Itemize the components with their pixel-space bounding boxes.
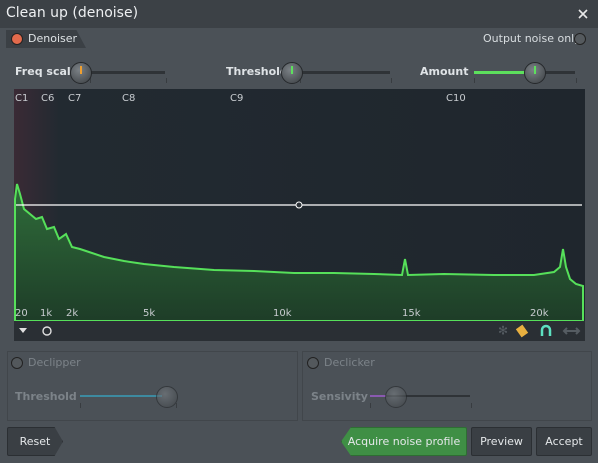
note-label: C8 bbox=[122, 93, 135, 104]
knob-label: Sensivity bbox=[311, 390, 368, 403]
declicker-knob[interactable] bbox=[385, 386, 407, 408]
acquire-noise-button[interactable]: Acquire noise profile bbox=[341, 427, 467, 456]
close-button[interactable] bbox=[578, 9, 588, 19]
spectrum-view[interactable]: ✻ C1 C6 C7 C8 C9 C10 20 1k 2k 5k 10k 15k 20k bbox=[14, 89, 585, 341]
denoiser-toggle[interactable] bbox=[11, 33, 23, 45]
noise-spectrum bbox=[14, 183, 584, 322]
slider-track bbox=[90, 71, 165, 74]
note-label: C6 bbox=[41, 93, 54, 104]
denoiser-tab bbox=[6, 30, 86, 48]
freq-label: 5k bbox=[143, 308, 155, 319]
freeze-icon[interactable]: ✻ bbox=[498, 324, 508, 338]
title-bar: Clean up (denoise) bbox=[0, 0, 598, 28]
knob-label: Amount bbox=[420, 65, 469, 78]
freq-label: 20 bbox=[15, 308, 28, 319]
freq-label: 15k bbox=[402, 308, 421, 319]
knob-label: Threshold bbox=[226, 65, 288, 78]
slider-fill bbox=[474, 71, 526, 74]
slider-ticks bbox=[300, 78, 392, 83]
note-label: C1 bbox=[15, 93, 28, 104]
output-noise-label: Output noise only bbox=[483, 32, 581, 45]
tag-icon[interactable] bbox=[515, 324, 529, 338]
spectrum-toolbar bbox=[14, 321, 585, 341]
amount-knob[interactable] bbox=[524, 62, 546, 84]
note-label: C10 bbox=[446, 93, 466, 104]
slider-track bbox=[300, 71, 390, 74]
freq-scale-knob[interactable] bbox=[70, 62, 92, 84]
slider-ticks bbox=[474, 78, 577, 83]
note-label: C7 bbox=[68, 93, 81, 104]
slider-ticks bbox=[370, 403, 472, 408]
menu-arrow[interactable] bbox=[19, 328, 27, 333]
freq-label: 10k bbox=[273, 308, 292, 319]
output-noise-toggle[interactable] bbox=[574, 33, 586, 45]
window-title: Clean up (denoise) bbox=[6, 5, 139, 21]
threshold-handle[interactable] bbox=[295, 201, 303, 209]
declipper-toggle[interactable] bbox=[11, 357, 23, 369]
accept-button[interactable]: Accept bbox=[536, 427, 592, 456]
preview-button[interactable]: Preview bbox=[471, 427, 532, 456]
declipper-knob[interactable] bbox=[156, 386, 178, 408]
slider-ticks bbox=[80, 403, 177, 408]
threshold-knob[interactable] bbox=[281, 62, 303, 84]
slider-fill bbox=[370, 395, 386, 397]
knob-label: Freq scale bbox=[15, 65, 79, 78]
denoiser-label: Denoiser bbox=[28, 32, 78, 45]
declicker-label: Declicker bbox=[324, 356, 375, 369]
knob-label: Threshold bbox=[15, 390, 77, 403]
reset-button[interactable]: Reset bbox=[7, 427, 63, 456]
resize-icon[interactable] bbox=[562, 327, 581, 335]
freq-label: 20k bbox=[530, 308, 549, 319]
declipper-panel bbox=[7, 351, 298, 421]
declicker-panel bbox=[302, 351, 592, 421]
note-label: C9 bbox=[230, 93, 243, 104]
reset-view-icon[interactable] bbox=[42, 326, 52, 336]
declipper-label: Declipper bbox=[28, 356, 81, 369]
slider-fill bbox=[80, 395, 162, 397]
freq-label: 2k bbox=[66, 308, 78, 319]
declicker-toggle[interactable] bbox=[307, 357, 319, 369]
freq-label: 1k bbox=[40, 308, 52, 319]
magnet-icon[interactable] bbox=[540, 324, 552, 336]
slider-track bbox=[386, 395, 470, 397]
slider-ticks bbox=[90, 78, 167, 83]
